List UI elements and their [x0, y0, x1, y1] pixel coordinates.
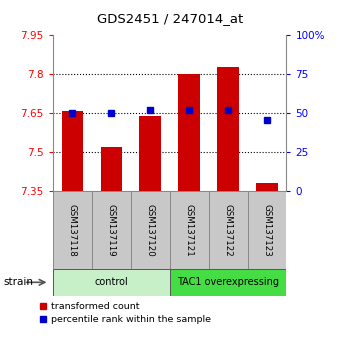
Bar — [217, 67, 239, 191]
Text: strain: strain — [3, 277, 33, 287]
Text: GSM137119: GSM137119 — [107, 204, 116, 256]
Bar — [209, 191, 248, 269]
Text: GDS2451 / 247014_at: GDS2451 / 247014_at — [98, 12, 243, 25]
Bar — [62, 111, 83, 191]
Bar — [139, 116, 161, 191]
Text: GSM137121: GSM137121 — [184, 204, 194, 257]
Text: GSM137122: GSM137122 — [224, 204, 233, 257]
Text: GSM137123: GSM137123 — [263, 204, 271, 257]
Bar — [169, 269, 286, 296]
Bar — [178, 74, 200, 191]
Bar — [53, 191, 92, 269]
Bar — [131, 191, 170, 269]
Bar — [53, 269, 169, 296]
Text: TAC1 overexpressing: TAC1 overexpressing — [177, 277, 279, 287]
Bar — [248, 191, 286, 269]
Bar — [256, 183, 278, 191]
Bar — [169, 191, 209, 269]
Legend: transformed count, percentile rank within the sample: transformed count, percentile rank withi… — [41, 302, 211, 324]
Text: GSM137120: GSM137120 — [146, 204, 155, 257]
Text: control: control — [94, 277, 128, 287]
Text: GSM137118: GSM137118 — [68, 204, 77, 257]
Bar — [92, 191, 131, 269]
Bar — [101, 147, 122, 191]
